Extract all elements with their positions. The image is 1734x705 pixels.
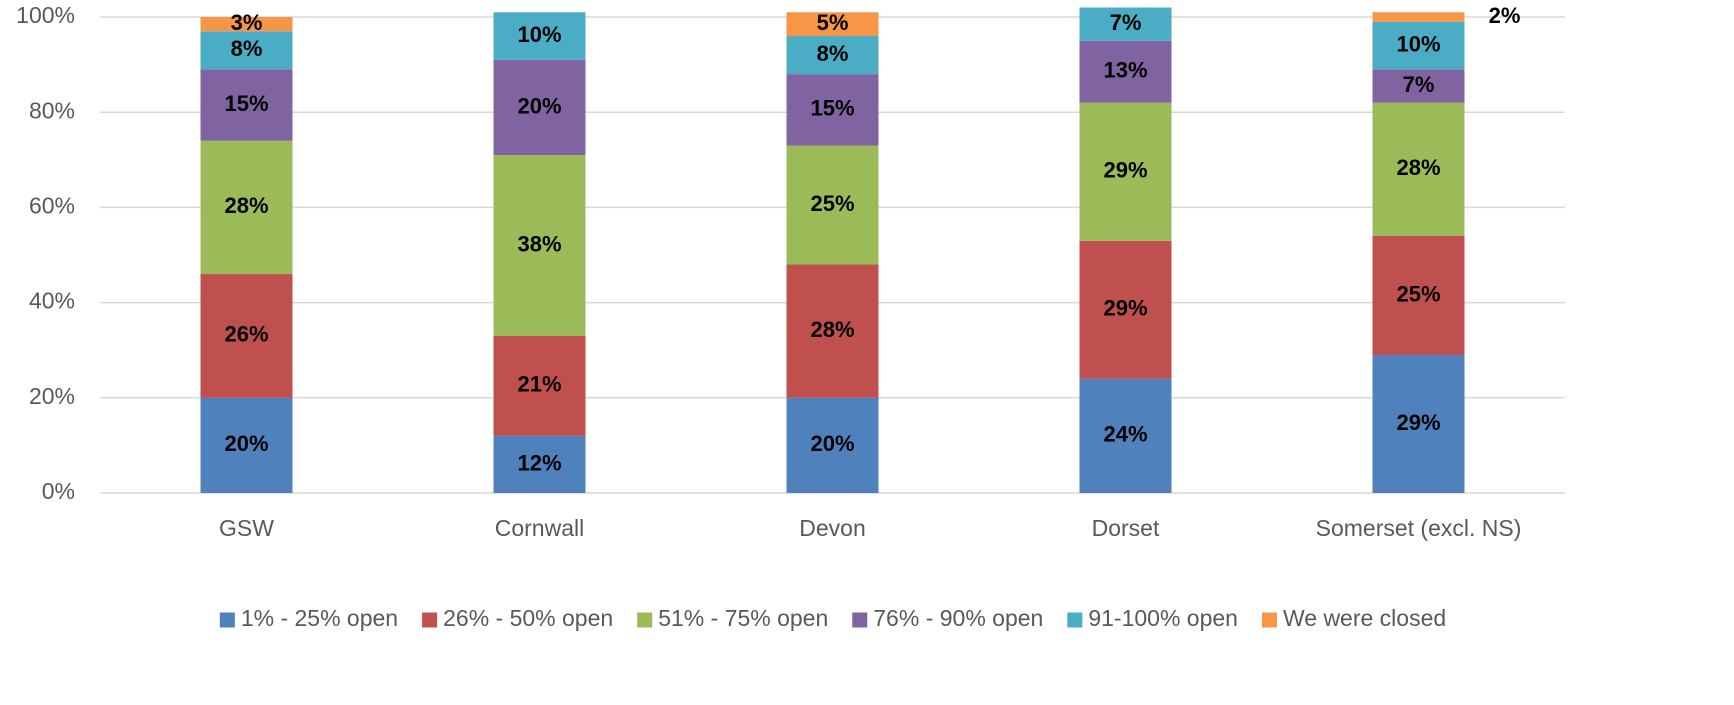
data-label: 20%: [517, 93, 561, 118]
legend-swatch: [422, 612, 438, 628]
bar-segment: [1372, 12, 1465, 22]
bar-segment: [786, 397, 879, 493]
bar-segment: [786, 74, 879, 146]
legend-label: 91-100% open: [1088, 605, 1238, 631]
legend-swatch: [219, 612, 235, 628]
bar-segment: [1372, 235, 1465, 355]
bar-segment: [1372, 354, 1465, 493]
y-tick-label: 100%: [16, 2, 75, 28]
data-label: 29%: [1103, 158, 1147, 183]
data-label: 12%: [517, 450, 561, 475]
y-tick-label: 40%: [29, 288, 75, 314]
bar-segment: [1079, 102, 1172, 241]
legend-label: 26% - 50% open: [443, 605, 613, 631]
x-tick-label: Devon: [799, 515, 865, 541]
bar-segment: [1079, 378, 1172, 493]
x-tick-label: Cornwall: [495, 515, 584, 541]
bar-segment: [493, 155, 586, 336]
bar-segment: [200, 274, 293, 398]
bar-segment: [493, 12, 586, 60]
data-label: 7%: [1110, 10, 1142, 35]
legend-label: 51% - 75% open: [658, 605, 828, 631]
data-label: 21%: [517, 372, 561, 397]
data-label: 28%: [224, 193, 268, 218]
y-tick-label: 60%: [29, 192, 75, 218]
data-label: 5%: [817, 10, 849, 35]
data-label: 15%: [810, 96, 854, 121]
legend-swatch: [1067, 612, 1083, 628]
data-label: 10%: [517, 22, 561, 47]
bar-segment: [493, 435, 586, 493]
bar-segment: [1079, 240, 1172, 379]
data-label: 29%: [1396, 410, 1440, 435]
bar-segment: [493, 59, 586, 156]
bar-segment: [786, 12, 879, 37]
data-label: 28%: [1396, 155, 1440, 180]
data-label: 15%: [224, 91, 268, 116]
data-label: 2%: [1489, 3, 1521, 28]
x-tick-label: Dorset: [1092, 515, 1160, 541]
data-label: 8%: [231, 36, 263, 61]
bar-segment: [200, 17, 293, 32]
data-label: 10%: [1396, 31, 1440, 56]
data-label: 28%: [810, 317, 854, 342]
legend-swatch: [1261, 612, 1277, 628]
bar-segment: [200, 69, 293, 141]
bar-segment: [1079, 40, 1172, 103]
data-label: 25%: [810, 191, 854, 216]
bar-segment: [786, 264, 879, 398]
x-tick-label: Somerset (excl. NS): [1316, 515, 1522, 541]
bar-segment: [493, 335, 586, 436]
legend-label: 76% - 90% open: [873, 605, 1043, 631]
y-tick-label: 80%: [29, 97, 75, 123]
y-tick-label: 20%: [29, 383, 75, 409]
bar-segment: [200, 140, 293, 275]
data-label: 20%: [224, 431, 268, 456]
data-label: 25%: [1396, 281, 1440, 306]
data-label: 13%: [1103, 58, 1147, 83]
data-label: 26%: [224, 322, 268, 347]
bar-segment: [200, 31, 293, 70]
data-label: 7%: [1403, 72, 1435, 97]
legend-label: We were closed: [1283, 605, 1446, 631]
data-label: 29%: [1103, 296, 1147, 321]
data-label: 24%: [1103, 422, 1147, 447]
data-label: 3%: [231, 10, 263, 35]
data-label: 8%: [817, 41, 849, 66]
data-label: 20%: [810, 431, 854, 456]
legend-swatch: [637, 612, 653, 628]
legend-label: 1% - 25% open: [241, 605, 398, 631]
x-tick-label: GSW: [219, 515, 274, 541]
data-label: 38%: [517, 231, 561, 256]
bar-segment: [1372, 102, 1465, 236]
bar-segment: [786, 36, 879, 75]
legend-swatch: [852, 612, 868, 628]
bar-segment: [1372, 21, 1465, 70]
y-tick-label: 0%: [42, 478, 75, 504]
bar-segment: [200, 397, 293, 493]
bar-segment: [786, 145, 879, 265]
bar-segment: [1372, 69, 1465, 103]
bar-segment: [1079, 7, 1172, 41]
